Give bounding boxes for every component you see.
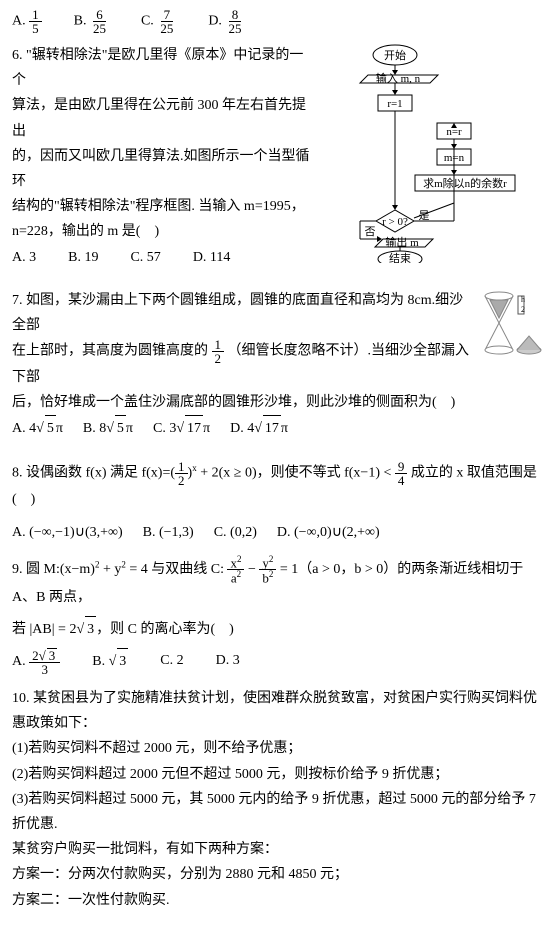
svg-text:是: 是 bbox=[419, 209, 430, 222]
q6-options: A. 3 B. 19 C. 57 D. 114 bbox=[12, 245, 312, 270]
q9-options: A. 2√33 B. √3 C. 2 D. 3 bbox=[12, 648, 542, 676]
q7-options: A. 4√5π B. 8√5π C. 3√17π D. 4√17π bbox=[12, 415, 474, 441]
q6-a: A. 3 bbox=[12, 245, 36, 270]
opt-a: A. 15 bbox=[12, 8, 42, 35]
q6-line4: 结构的"辗转相除法"程序框图. 当输入 m=1995， bbox=[12, 194, 312, 219]
q7-l1: 7. 如图，某沙漏由上下两个圆锥组成，圆锥的底面直径和高均为 8cm.细沙全部 bbox=[12, 288, 474, 338]
q7-a: A. 4√5π bbox=[12, 415, 63, 441]
svg-text:h: h bbox=[521, 295, 525, 304]
svg-text:2: 2 bbox=[521, 305, 525, 314]
svg-text:输出 m: 输出 m bbox=[385, 235, 419, 249]
q8-d: D. (−∞,0)∪(2,+∞) bbox=[277, 520, 380, 545]
q10: 10. 某贫困县为了实施精准扶贫计划，使困难群众脱贫致富，对贫困户实行购买饲料优… bbox=[12, 686, 542, 913]
flowchart: 开始 输入 m, n r=1 n=r m=n 求m除以n的余数r r > 0? … bbox=[320, 43, 520, 263]
q10-l7: 方案二：一次性付款购买. bbox=[12, 888, 542, 913]
svg-text:输入 m, n: 输入 m, n bbox=[376, 71, 421, 85]
q9-l2: 若 |AB| = 2√3，则 C 的离心率为( ) bbox=[12, 616, 542, 642]
q9: 9. 圆 M:(x−m)2 + y2 = 4 与双曲线 C: x2a2 − y2… bbox=[12, 555, 542, 676]
svg-text:否: 否 bbox=[365, 226, 376, 238]
q9-l1: 9. 圆 M:(x−m)2 + y2 = 4 与双曲线 C: x2a2 − y2… bbox=[12, 555, 542, 610]
q8: 8. 设偶函数 f(x) 满足 f(x)=(12)x + 2(x ≥ 0)，则使… bbox=[12, 460, 542, 545]
q7-l2: 在上部时，其高度为圆锥高度的 12 （细管长度忽略不计）.当细沙全部漏入下部 bbox=[12, 338, 474, 390]
q8-a: A. (−∞,−1)∪(3,+∞) bbox=[12, 520, 123, 545]
svg-text:求m除以n的余数r: 求m除以n的余数r bbox=[423, 176, 507, 190]
q6-line2: 算法，是由欧几里得在公元前 300 年左右首先提出 bbox=[12, 93, 312, 143]
svg-text:r=1: r=1 bbox=[387, 98, 402, 110]
q6-line5: n=228，输出的 m 是( ) bbox=[12, 219, 312, 244]
q6-c: C. 57 bbox=[130, 245, 160, 270]
q5-options: A. 15 B. 625 C. 725 D. 825 bbox=[12, 8, 542, 35]
q10-l3: (2)若购买饲料超过 2000 元但不超过 5000 元，则按标价给予 9 折优… bbox=[12, 762, 542, 787]
hourglass-icon: h2 bbox=[482, 288, 542, 368]
q6-line1: 6. "辗转相除法"是欧几里得《原本》中记录的一个 bbox=[12, 43, 312, 93]
q7-c: C. 3√17π bbox=[153, 415, 210, 441]
q6: 6. "辗转相除法"是欧几里得《原本》中记录的一个 算法，是由欧几里得在公元前 … bbox=[12, 43, 542, 278]
q7-d: D. 4√17π bbox=[230, 415, 288, 441]
svg-text:开始: 开始 bbox=[384, 48, 406, 62]
q8-b: B. (−1,3) bbox=[143, 520, 194, 545]
svg-text:结束: 结束 bbox=[389, 252, 411, 263]
q9-a: A. 2√33 bbox=[12, 648, 60, 676]
q10-l6: 方案一：分两次付款购买，分别为 2880 元和 4850 元； bbox=[12, 862, 542, 887]
q8-c: C. (0,2) bbox=[214, 520, 257, 545]
q7-l3: 后，恰好堆成一个盖住沙漏底部的圆锥形沙堆，则此沙堆的侧面积为( ) bbox=[12, 390, 474, 415]
opt-d: D. 825 bbox=[208, 8, 244, 35]
q6-line3: 的，因而又叫欧几里得算法.如图所示一个当型循环 bbox=[12, 144, 312, 194]
q10-l1: 10. 某贫困县为了实施精准扶贫计划，使困难群众脱贫致富，对贫困户实行购买饲料优… bbox=[12, 686, 542, 736]
q8-options: A. (−∞,−1)∪(3,+∞) B. (−1,3) C. (0,2) D. … bbox=[12, 520, 542, 545]
q10-l5: 某贫穷户购买一批饲料，有如下两种方案： bbox=[12, 837, 542, 862]
svg-text:r > 0?: r > 0? bbox=[382, 216, 408, 228]
q10-l4: (3)若购买饲料超过 5000 元，其 5000 元内的给予 9 折优惠，超过 … bbox=[12, 787, 542, 837]
q9-d: D. 3 bbox=[216, 648, 240, 676]
opt-b: B. 625 bbox=[74, 8, 109, 35]
q9-c: C. 2 bbox=[160, 648, 183, 676]
opt-c: C. 725 bbox=[141, 8, 176, 35]
q10-l2: (1)若购买饲料不超过 2000 元，则不给予优惠； bbox=[12, 736, 542, 761]
q7: 7. 如图，某沙漏由上下两个圆锥组成，圆锥的底面直径和高均为 8cm.细沙全部 … bbox=[12, 288, 542, 450]
q9-b: B. √3 bbox=[92, 648, 128, 676]
q6-b: B. 19 bbox=[68, 245, 98, 270]
q6-d: D. 114 bbox=[193, 245, 231, 270]
q7-b: B. 8√5π bbox=[83, 415, 133, 441]
q8-text: 8. 设偶函数 f(x) 满足 f(x)=(12)x + 2(x ≥ 0)，则使… bbox=[12, 460, 542, 512]
